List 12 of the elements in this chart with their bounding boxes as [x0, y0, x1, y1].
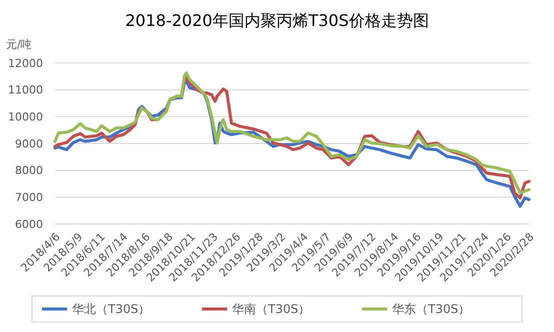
y-tick-label: 9000 [15, 137, 43, 150]
y-axis-title: 元/吨 [6, 38, 32, 51]
chart-title: 2018-2020年国内聚丙烯T30S价格走势图 [125, 11, 429, 30]
legend-label: 华东（T30S） [392, 302, 470, 316]
legend-label: 华南（T30S） [232, 302, 310, 316]
y-tick-label: 8000 [15, 164, 43, 178]
y-tick-label: 12000 [8, 56, 43, 70]
y-tick-label: 11000 [8, 84, 43, 97]
y-tick-label: 6000 [15, 218, 43, 231]
legend-label: 华北（T30S） [72, 302, 150, 316]
y-tick-label: 10000 [8, 110, 43, 124]
y-tick-label: 7000 [15, 191, 43, 204]
